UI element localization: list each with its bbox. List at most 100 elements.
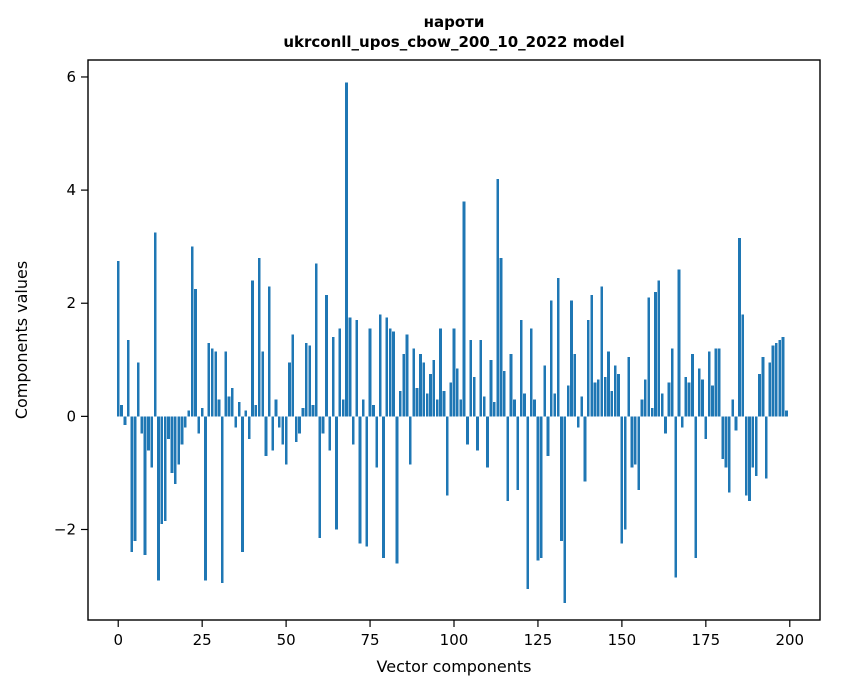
bar [650,407,654,417]
bar [509,354,513,417]
bar [691,354,694,417]
x-tick-label: 125 [524,631,553,649]
bar [210,348,214,417]
bar [526,416,530,589]
bar [321,416,325,434]
bar [204,416,207,581]
bar [328,416,332,451]
bar [670,348,674,417]
bars-layer [116,82,788,604]
bar [301,407,305,417]
bar [570,300,573,417]
bar [409,416,412,465]
bar [761,356,765,417]
bar [378,314,382,417]
bar [701,379,704,417]
bar [130,416,133,553]
bar [439,328,442,417]
bar [590,294,594,417]
bar [459,399,463,417]
bar [264,416,268,456]
bar [190,246,194,417]
bar [573,354,577,417]
bar [600,286,604,417]
bar [170,416,174,473]
bar [667,382,671,417]
bar [150,416,154,468]
bar [261,351,264,417]
bar [429,373,432,417]
bar [654,291,657,417]
bar [496,178,499,417]
bar [768,362,771,417]
bar [137,362,140,417]
bar [499,257,503,417]
bar [694,416,698,558]
bar [335,416,338,530]
bar [550,300,553,417]
bar [640,399,644,417]
bar [677,269,681,417]
bar [553,393,557,417]
bar [704,416,708,439]
bar [271,416,275,451]
bar [724,416,728,468]
y-axis-label: Components values [12,261,31,419]
bar [173,416,177,485]
y-tick-label: −2 [54,520,76,538]
bar [744,416,748,496]
bar [721,416,724,459]
bar [644,379,647,417]
bar [251,280,254,417]
bar [503,371,506,417]
bar [516,416,520,490]
bar [345,82,348,417]
bar [227,396,231,417]
bar [637,416,641,490]
bar [764,416,768,479]
bar [576,416,580,428]
bar [304,342,308,417]
bar [506,416,510,502]
bar [294,416,298,442]
ticks-layer: −2 0 2 4 6 0 25 50 75 100 125 150 175 200 [54,68,804,649]
bar [533,399,536,417]
bar [607,351,610,417]
bar [348,317,352,417]
x-tick-label: 200 [775,631,804,649]
bar [523,393,526,417]
bar [244,410,248,417]
bar [217,399,221,417]
bar [385,317,389,417]
bar [318,416,322,538]
bar [449,382,452,417]
bar [472,376,476,417]
bar [398,390,402,417]
bar [432,359,436,417]
bar [372,405,375,417]
bar [482,396,486,417]
bar [623,416,627,530]
bar [180,416,184,445]
bar [492,402,496,417]
bar [586,320,590,417]
x-tick-label: 75 [361,631,380,649]
bar [580,396,583,417]
bar [707,351,711,417]
bar [546,416,550,456]
bar [257,257,261,417]
x-tick-label: 100 [440,631,469,649]
bar [630,416,634,468]
bar [412,348,416,417]
bar [778,340,782,417]
bar [308,345,311,417]
bar [754,416,758,476]
bar [785,410,788,417]
bar [486,416,489,468]
bar [116,260,120,417]
bar [153,232,157,417]
bar [147,416,150,451]
bar [187,410,191,417]
x-axis-label: Vector components [377,657,532,676]
